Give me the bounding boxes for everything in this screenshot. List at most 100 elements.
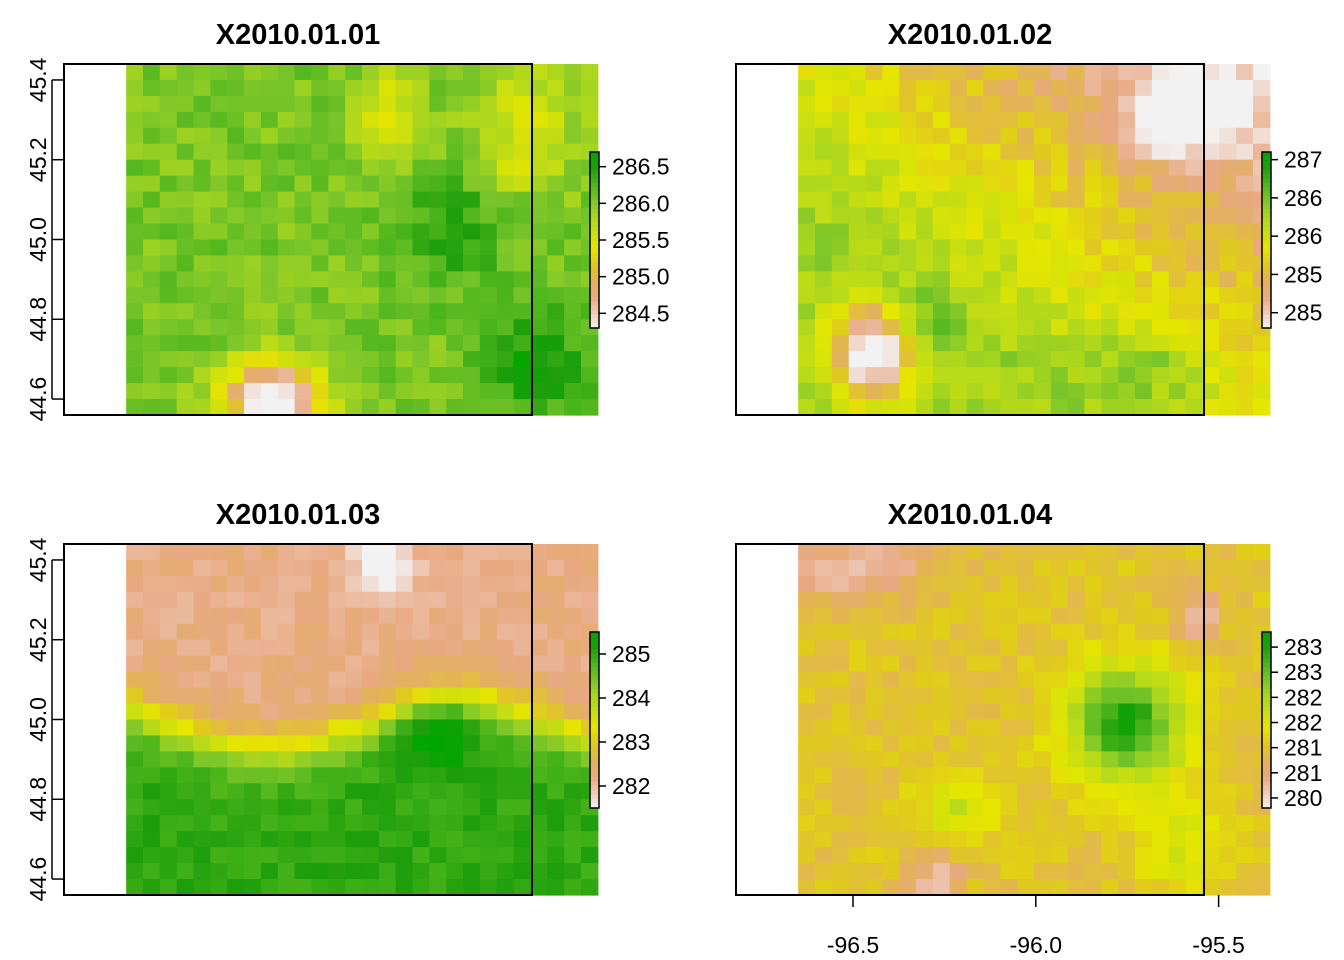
raster-cell: [530, 575, 548, 593]
raster-cell: [1219, 351, 1237, 368]
raster-cell: [328, 351, 346, 368]
raster-cell: [210, 559, 228, 577]
raster-cell: [143, 751, 161, 768]
raster-cell: [513, 767, 532, 784]
raster-cell: [1050, 367, 1069, 384]
legend-label: 285.0: [612, 264, 670, 290]
raster-cell: [412, 863, 430, 880]
raster-cell: [210, 223, 228, 241]
legend-swatch: [590, 781, 599, 787]
raster-cell: [1219, 335, 1237, 352]
legend-swatch: [1262, 711, 1271, 717]
raster-cell: [345, 559, 363, 577]
raster-cell: [1151, 159, 1170, 177]
raster-cell: [1168, 799, 1187, 816]
raster-cell: [193, 879, 211, 896]
raster-cell: [1151, 815, 1170, 832]
raster-cell: [227, 544, 245, 561]
raster-cell: [1185, 751, 1204, 768]
raster-cell: [227, 719, 245, 737]
raster-cell: [159, 815, 178, 832]
raster-cell: [1185, 655, 1204, 673]
raster-cell: [1118, 207, 1136, 225]
raster-cell: [1033, 287, 1052, 304]
raster-cell: [361, 879, 380, 896]
raster-cell: [176, 239, 195, 257]
raster-cell: [1033, 64, 1052, 81]
raster-cell: [260, 239, 279, 257]
raster-cell: [126, 287, 144, 304]
legend-swatch: [590, 733, 599, 739]
legend-swatch: [1262, 781, 1271, 787]
raster-cell: [143, 143, 161, 161]
raster-cell: [580, 879, 599, 896]
raster-cell: [1219, 703, 1237, 721]
y-tick-label: 45.4: [25, 57, 51, 102]
raster-cell: [865, 351, 883, 368]
y-tick-label: 44.6: [25, 857, 51, 902]
raster-cell: [1252, 79, 1271, 97]
raster-cell: [1050, 127, 1069, 145]
raster-cell: [848, 383, 867, 400]
raster-cell: [949, 575, 968, 593]
raster-cell: [311, 863, 329, 880]
raster-cell: [463, 143, 481, 161]
raster-cell: [159, 847, 178, 864]
raster-cell: [513, 687, 532, 705]
raster-cell: [193, 751, 211, 768]
raster-cell: [1084, 95, 1102, 113]
raster-cell: [1135, 239, 1153, 257]
legend-swatch: [1262, 191, 1271, 197]
raster-cell: [1050, 303, 1069, 320]
raster-cell: [1236, 383, 1254, 400]
raster-cell: [496, 143, 515, 161]
raster-cell: [260, 544, 279, 561]
raster-cell: [412, 223, 430, 241]
raster-cell: [1118, 735, 1136, 752]
raster-cell: [260, 191, 279, 209]
raster-cell: [1067, 143, 1086, 161]
raster-cell: [798, 703, 816, 721]
raster-cell: [361, 639, 380, 657]
raster-cell: [311, 655, 329, 673]
raster-cell: [513, 335, 532, 352]
raster-cell: [1236, 751, 1254, 768]
raster-cell: [1067, 127, 1086, 145]
raster-cell: [848, 79, 867, 97]
raster-cell: [1202, 207, 1220, 225]
raster-cell: [378, 143, 397, 161]
legend-swatch: [590, 698, 599, 703]
raster-cell: [1000, 175, 1018, 193]
raster-cell: [513, 703, 532, 721]
raster-cell: [176, 143, 195, 161]
raster-cell: [463, 719, 481, 737]
raster-cell: [463, 655, 481, 673]
raster-cell: [1168, 207, 1187, 225]
legend-label: 283: [612, 729, 650, 755]
raster-cell: [143, 687, 161, 705]
raster-cell: [1236, 687, 1254, 705]
raster-cell: [564, 544, 582, 561]
raster-cell: [1000, 143, 1018, 161]
raster-cell: [294, 143, 313, 161]
raster-cell: [1168, 303, 1187, 320]
raster-cell: [513, 863, 532, 880]
raster-cell: [580, 815, 599, 832]
raster-cell: [1202, 783, 1220, 800]
raster-cell: [1118, 175, 1136, 193]
raster-cell: [479, 655, 498, 673]
raster-cell: [1118, 544, 1136, 561]
legend-swatch: [1262, 284, 1271, 289]
raster-cell: [1168, 687, 1187, 705]
legend-swatch: [1262, 649, 1271, 655]
raster-cell: [159, 799, 178, 816]
raster-cell: [1168, 175, 1187, 193]
raster-cell: [899, 399, 917, 416]
raster-cell: [916, 351, 934, 368]
raster-cell: [1084, 847, 1102, 864]
raster-cell: [1101, 735, 1119, 752]
raster-cell: [277, 335, 296, 352]
raster-cell: [564, 383, 582, 400]
raster-cell: [496, 783, 515, 800]
